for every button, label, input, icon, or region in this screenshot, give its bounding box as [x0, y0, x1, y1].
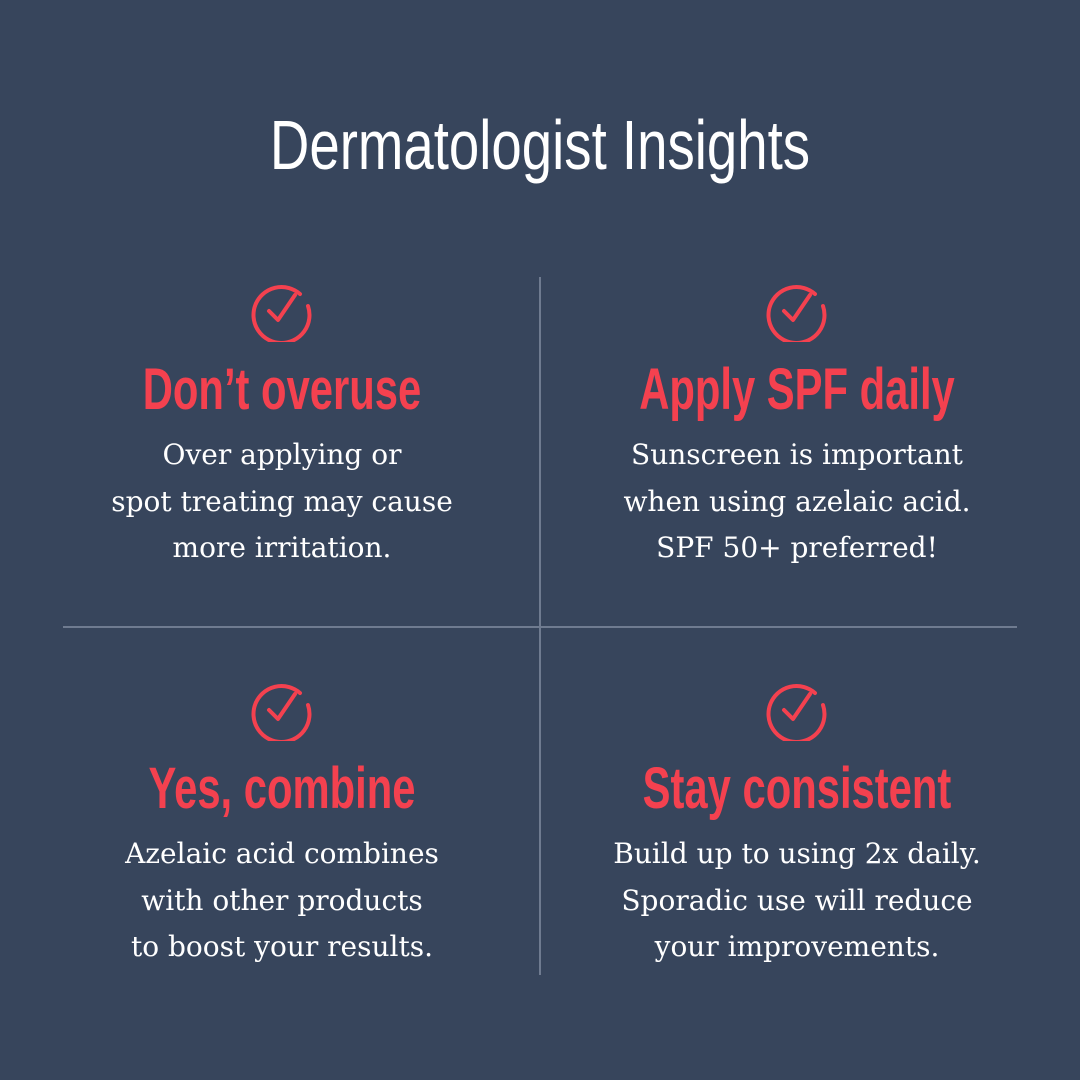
- check-circle-icon: [766, 285, 827, 342]
- tip-line: SPF 50+ preferred!: [656, 531, 938, 564]
- tip-line: Sunscreen is important: [631, 438, 963, 471]
- tip-card: Apply SPF daily Sunscreen is important wh…: [537, 278, 1057, 572]
- horizontal-divider: [63, 626, 1017, 628]
- tip-description: Azelaic acid combines with other products…: [22, 831, 542, 971]
- tip-line: when using azelaic acid.: [623, 484, 971, 518]
- check-circle-icon: [251, 684, 312, 741]
- tip-description: Over applying or spot treating may cause m…: [22, 432, 542, 572]
- tip-line: Build up to using 2x daily.: [613, 837, 981, 870]
- tip-heading: Stay consistent: [642, 756, 952, 821]
- check-circle-icon: [251, 285, 312, 342]
- page-title: Dermatologist Insights: [269, 106, 811, 184]
- check-circle-icon: [766, 684, 827, 741]
- tip-line: Sporadic use will reduce: [621, 883, 973, 917]
- tip-line: spot treating may cause: [111, 484, 453, 518]
- tip-line: your improvements.: [654, 930, 940, 963]
- tip-heading: Yes, combine: [148, 756, 416, 821]
- tip-description: Build up to using 2x daily. Sporadic use …: [537, 831, 1057, 971]
- tip-card: Don’t overuse Over applying or spot treat…: [22, 278, 542, 572]
- tip-line: with other products: [141, 883, 423, 917]
- tip-card: Stay consistent Build up to using 2x dai…: [537, 677, 1057, 971]
- tip-line: to boost your results.: [131, 930, 433, 963]
- tip-line: Azelaic acid combines: [125, 837, 439, 870]
- tip-line: Over applying or: [162, 438, 402, 471]
- tip-description: Sunscreen is important when using azelaic…: [537, 432, 1057, 572]
- tip-card: Yes, combine Azelaic acid combines with o…: [22, 677, 542, 971]
- tip-heading: Don’t overuse: [142, 357, 422, 422]
- tip-line: more irritation.: [172, 531, 392, 564]
- tip-heading: Apply SPF daily: [639, 357, 955, 422]
